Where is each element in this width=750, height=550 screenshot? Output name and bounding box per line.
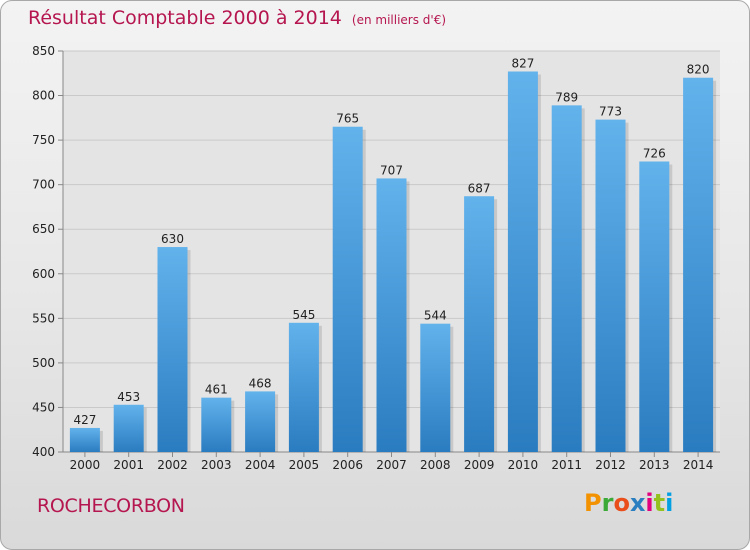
data-label-2003: 461 — [205, 383, 228, 397]
bar-2004 — [245, 391, 276, 452]
bar-2001 — [113, 404, 144, 452]
data-label-2011: 789 — [555, 90, 578, 104]
x-tick-label-2013: 2013 — [639, 458, 670, 472]
logo-letter: P — [584, 489, 602, 517]
x-tick-label-2004: 2004 — [245, 458, 276, 472]
y-tick-label: 400 — [32, 445, 55, 459]
data-label-2000: 427 — [73, 413, 96, 427]
x-tick-label-2001: 2001 — [113, 458, 144, 472]
y-tick-label: 600 — [32, 267, 55, 281]
logo-letter: r — [601, 489, 614, 517]
logo-letter: i — [665, 489, 674, 517]
bar-2011 — [551, 105, 582, 452]
bar-2000 — [69, 427, 100, 452]
data-label-2013: 726 — [643, 146, 666, 160]
x-tick-label-2014: 2014 — [683, 458, 714, 472]
x-tick-label-2003: 2003 — [201, 458, 232, 472]
logo-letter: t — [653, 489, 666, 517]
bar-2006 — [332, 126, 363, 452]
unit-note: (en milliers d'€) — [351, 13, 447, 27]
y-tick-label: 500 — [32, 356, 55, 370]
y-tick-label: 750 — [32, 133, 55, 147]
bar-2014 — [683, 77, 714, 452]
bar-2009 — [464, 196, 495, 452]
data-label-2002: 630 — [161, 232, 184, 246]
x-tick-label-2012: 2012 — [595, 458, 626, 472]
data-label-2001: 453 — [117, 390, 140, 404]
bar-2002 — [157, 247, 188, 452]
data-label-2004: 468 — [249, 376, 272, 390]
bar-2003 — [201, 397, 232, 452]
data-label-2008: 544 — [424, 309, 447, 323]
y-tick-label: 650 — [32, 222, 55, 236]
bar-2012 — [595, 119, 626, 453]
logo-letter: i — [645, 489, 654, 517]
y-tick-label: 800 — [32, 89, 55, 103]
bar-2007 — [376, 178, 407, 452]
logo-letter: o — [613, 489, 630, 517]
chart-title: Résultat Comptable 2000 à 2014 (en millie… — [28, 7, 446, 29]
x-tick-label-2005: 2005 — [289, 458, 320, 472]
x-tick-label-2006: 2006 — [332, 458, 363, 472]
bar-2005 — [288, 322, 319, 452]
y-tick-label: 550 — [32, 311, 55, 325]
bar-2013 — [639, 161, 670, 452]
place-name: ROCHECORBON — [37, 495, 185, 517]
y-tick-label: 850 — [32, 44, 55, 58]
x-tick-label-2011: 2011 — [551, 458, 582, 472]
bar-2010 — [507, 71, 538, 453]
x-tick-label-2010: 2010 — [508, 458, 539, 472]
bar-2008 — [420, 323, 451, 452]
y-tick-label: 450 — [32, 400, 55, 414]
data-label-2014: 820 — [687, 63, 710, 77]
data-label-2012: 773 — [599, 105, 622, 119]
x-tick-label-2009: 2009 — [464, 458, 495, 472]
x-tick-label-2008: 2008 — [420, 458, 451, 472]
logo-letter: x — [629, 489, 646, 517]
x-tick-label-2002: 2002 — [157, 458, 188, 472]
proxiti-logo: Proxiti — [584, 489, 673, 517]
data-label-2006: 765 — [336, 112, 359, 126]
data-label-2010: 827 — [511, 56, 534, 70]
title-text: Résultat Comptable 2000 à 2014 — [28, 7, 342, 29]
x-tick-label-2007: 2007 — [376, 458, 407, 472]
data-label-2009: 687 — [468, 181, 491, 195]
data-label-2005: 545 — [292, 308, 315, 322]
data-label-2007: 707 — [380, 163, 403, 177]
y-tick-label: 700 — [32, 178, 55, 192]
x-tick-label-2000: 2000 — [70, 458, 101, 472]
